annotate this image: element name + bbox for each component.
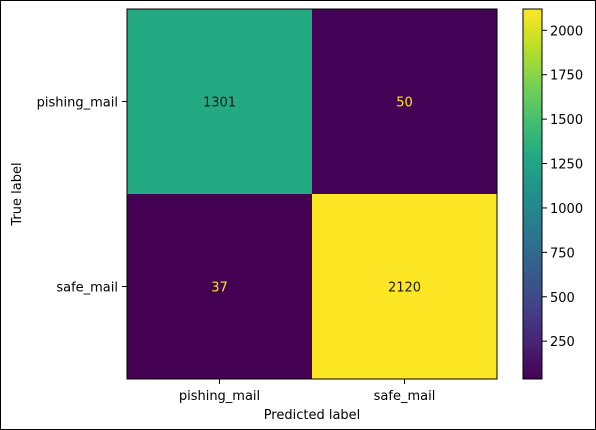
colorbar-tick-label: 500 bbox=[550, 291, 575, 306]
y-tick-label: pishing_mail bbox=[37, 96, 118, 111]
x-tick-label: pishing_mail bbox=[179, 389, 260, 404]
colorbar-tick-label: 2000 bbox=[550, 24, 583, 39]
colorbar bbox=[522, 8, 543, 380]
colorbar-tick-label: 250 bbox=[550, 335, 575, 350]
cell-value-label: 1301 bbox=[203, 96, 236, 111]
y-tick-label: safe_mail bbox=[56, 281, 118, 296]
colorbar-tick-label: 1750 bbox=[550, 69, 583, 84]
matrix-cell bbox=[127, 9, 312, 194]
cell-value-label: 2120 bbox=[388, 281, 421, 296]
plot-area-border bbox=[126, 8, 498, 380]
colorbar-tick-label: 1250 bbox=[550, 158, 583, 173]
matrix-cell bbox=[127, 194, 312, 379]
matrix-cell bbox=[312, 9, 497, 194]
x-tick-label: safe_mail bbox=[374, 389, 436, 404]
cell-value-label: 50 bbox=[396, 96, 413, 111]
y-axis-label: True label bbox=[10, 162, 25, 226]
cell-value-label: 37 bbox=[211, 281, 228, 296]
colorbar-tick-label: 1000 bbox=[550, 202, 583, 217]
colorbar-tick-label: 750 bbox=[550, 246, 575, 261]
colorbar-tick-label: 1500 bbox=[550, 113, 583, 128]
x-axis-label: Predicted label bbox=[264, 408, 361, 423]
matrix-cell bbox=[312, 194, 497, 379]
